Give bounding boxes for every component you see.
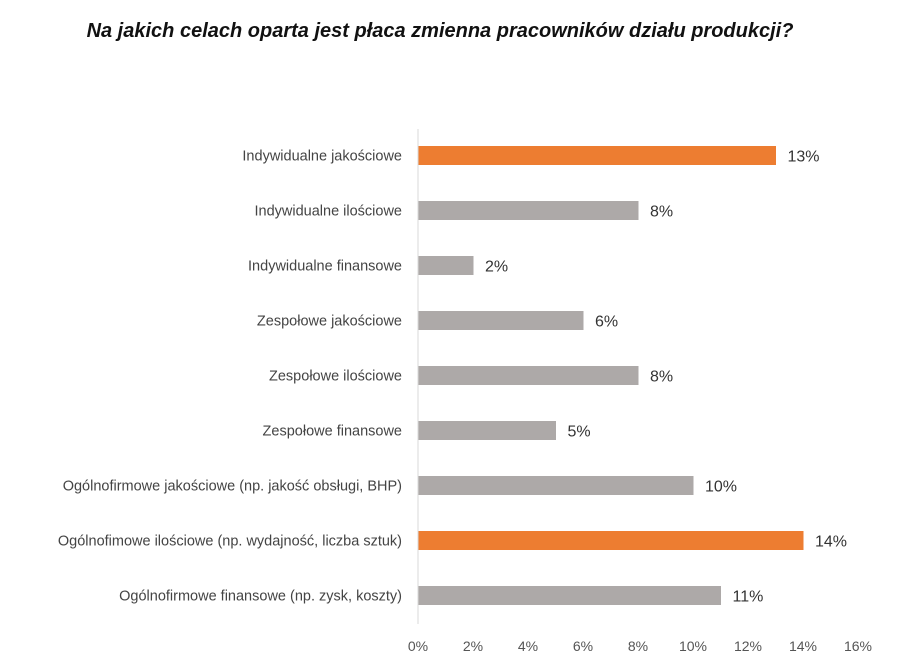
data-label: 13% [788,149,820,166]
data-label: 11% [733,589,764,606]
x-tick-label: 6% [573,638,593,654]
data-label: 2% [485,259,508,276]
category-label: Zespołowe ilościowe [269,369,402,385]
category-label: Ogólnofirmowe jakościowe (np. jakość obs… [63,479,402,495]
category-label: Zespołowe jakościowe [257,314,402,330]
bar [418,201,639,220]
bar [418,311,584,330]
x-tick-labels-group: 0% 2% 4% 6% 8% 10% 12% 14% 16% [408,638,872,654]
x-tick-label: 12% [734,638,762,654]
value-labels-group: 13% 8% 2% 6% 8% 5% 10% 14% 11% [485,149,847,606]
data-label: 10% [705,479,737,496]
category-label: Indywidualne ilościowe [255,204,403,220]
category-label: Zespołowe finansowe [263,424,402,440]
data-label: 8% [650,369,673,386]
bar [418,421,556,440]
data-label: 5% [568,424,591,441]
data-label: 14% [815,534,847,551]
bar [418,586,721,605]
x-tick-label: 10% [679,638,707,654]
x-tick-label: 8% [628,638,648,654]
data-label: 6% [595,314,618,331]
bar [418,476,694,495]
bar [418,366,639,385]
x-tick-label: 4% [518,638,538,654]
x-tick-label: 2% [463,638,483,654]
x-tick-label: 0% [408,638,428,654]
category-label: Indywidualne finansowe [248,259,402,275]
category-label: Ogólnofirmowe finansowe (np. zysk, koszt… [119,589,402,605]
bars-group [418,146,804,605]
category-labels-group: Indywidualne jakościowe Indywidualne iloś… [58,149,402,605]
x-tick-label: 14% [789,638,817,654]
chart-title: Na jakich celach oparta jest płaca zmien… [86,20,794,42]
bar [418,256,474,275]
data-label: 8% [650,204,673,221]
bar [418,146,776,165]
x-tick-label: 16% [844,638,872,654]
bar [418,531,804,550]
category-label: Ogólnofimowe ilościowe (np. wydajność, l… [58,534,402,550]
category-label: Indywidualne jakościowe [242,149,402,165]
